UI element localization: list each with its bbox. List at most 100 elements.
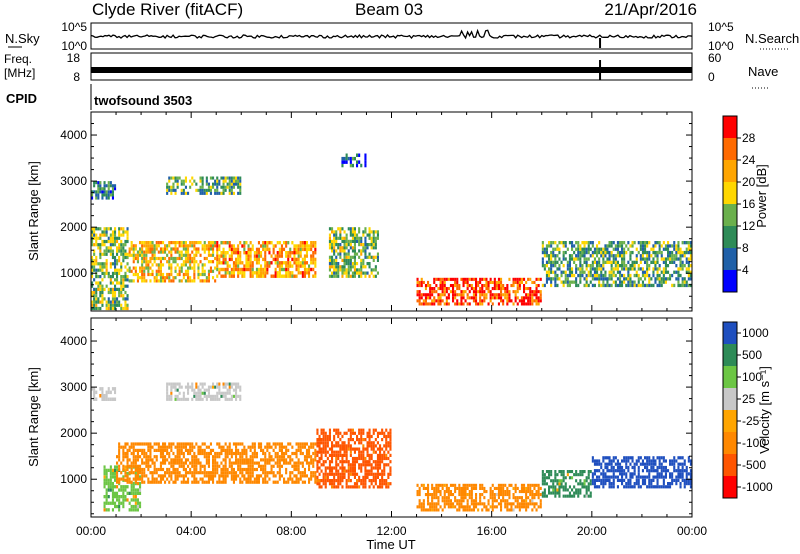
data-cell [364,456,367,461]
data-cell [353,227,356,231]
data-cell [566,273,569,278]
data-cell [616,475,619,479]
data-cell [362,246,365,250]
data-cell [141,477,144,481]
colorbar-segment [723,182,737,204]
data-cell [418,486,421,490]
data-cell [508,290,511,294]
data-cell [583,241,586,245]
data-cell [541,257,544,261]
data-cell [293,274,296,278]
data-cell [652,257,655,261]
data-cell [159,464,162,468]
y-tick-label: 1000 [60,266,87,280]
data-cell [356,163,359,168]
data-cell [220,461,223,465]
data-cell [648,462,651,466]
data-cell [379,485,382,489]
data-cell [103,481,106,486]
data-cell [218,191,221,195]
data-cell [424,508,427,512]
data-cell [285,251,288,255]
data-cell [134,458,137,462]
data-cell [581,470,584,474]
data-cell [141,247,144,251]
data-cell [416,277,419,281]
data-cell [91,227,94,231]
data-cell [545,270,548,274]
data-cell [548,254,551,258]
data-cell [241,451,244,456]
data-cell [343,431,346,435]
data-cell [103,230,106,234]
data-cell [293,480,296,484]
data-cell [126,284,129,288]
data-cell [481,508,484,512]
data-cell [162,256,165,261]
data-cell [337,236,340,240]
data-cell [103,465,106,469]
data-cell [337,434,340,439]
data-cell [608,270,611,274]
data-cell [318,466,321,470]
data-cell [149,445,152,449]
data-cell [475,493,478,497]
data-cell [566,494,569,498]
data-cell [328,255,331,259]
data-cell [364,479,367,483]
data-cell [314,471,317,475]
data-cell [93,287,96,291]
data-cell [99,394,102,398]
data-cell [477,302,480,306]
data-cell [276,241,279,245]
data-cell [222,471,225,475]
data-cell [683,254,686,258]
data-cell [364,236,367,240]
data-cell [464,496,467,500]
data-cell [621,280,624,284]
data-cell [587,264,590,268]
data-cell [447,496,450,500]
data-cell [118,259,121,263]
data-cell [109,236,112,240]
data-cell [627,478,630,482]
data-cell [107,508,110,512]
data-cell [360,252,363,256]
data-cell [514,277,517,281]
data-cell [155,477,158,481]
data-cell [230,188,233,192]
data-cell [205,471,208,475]
data-cell [347,479,350,483]
data-cell [658,267,661,271]
data-cell [101,262,104,266]
data-cell [341,274,344,278]
data-cell [439,277,442,281]
data-cell [126,227,129,231]
data-cell [245,467,248,472]
data-cell [550,270,553,274]
data-cell [184,253,187,257]
data-cell [554,485,557,489]
data-cell [243,474,246,478]
data-cell [237,257,240,262]
data-cell [170,474,173,478]
data-cell [335,262,338,266]
data-cell [182,188,185,192]
data-cell [280,251,283,255]
data-cell [316,431,319,435]
data-cell [216,247,219,252]
data-cell [107,193,110,197]
data-cell [591,472,594,476]
data-cell [172,480,175,484]
data-cell [322,434,325,439]
data-cell [598,260,601,264]
data-cell [191,461,194,465]
data-cell [141,448,144,452]
data-cell [679,462,682,466]
data-cell [241,474,244,478]
data-cell [143,467,146,472]
data-cell [247,477,250,481]
data-cell [487,280,490,284]
data-cell [552,250,555,255]
data-cell [111,271,114,275]
